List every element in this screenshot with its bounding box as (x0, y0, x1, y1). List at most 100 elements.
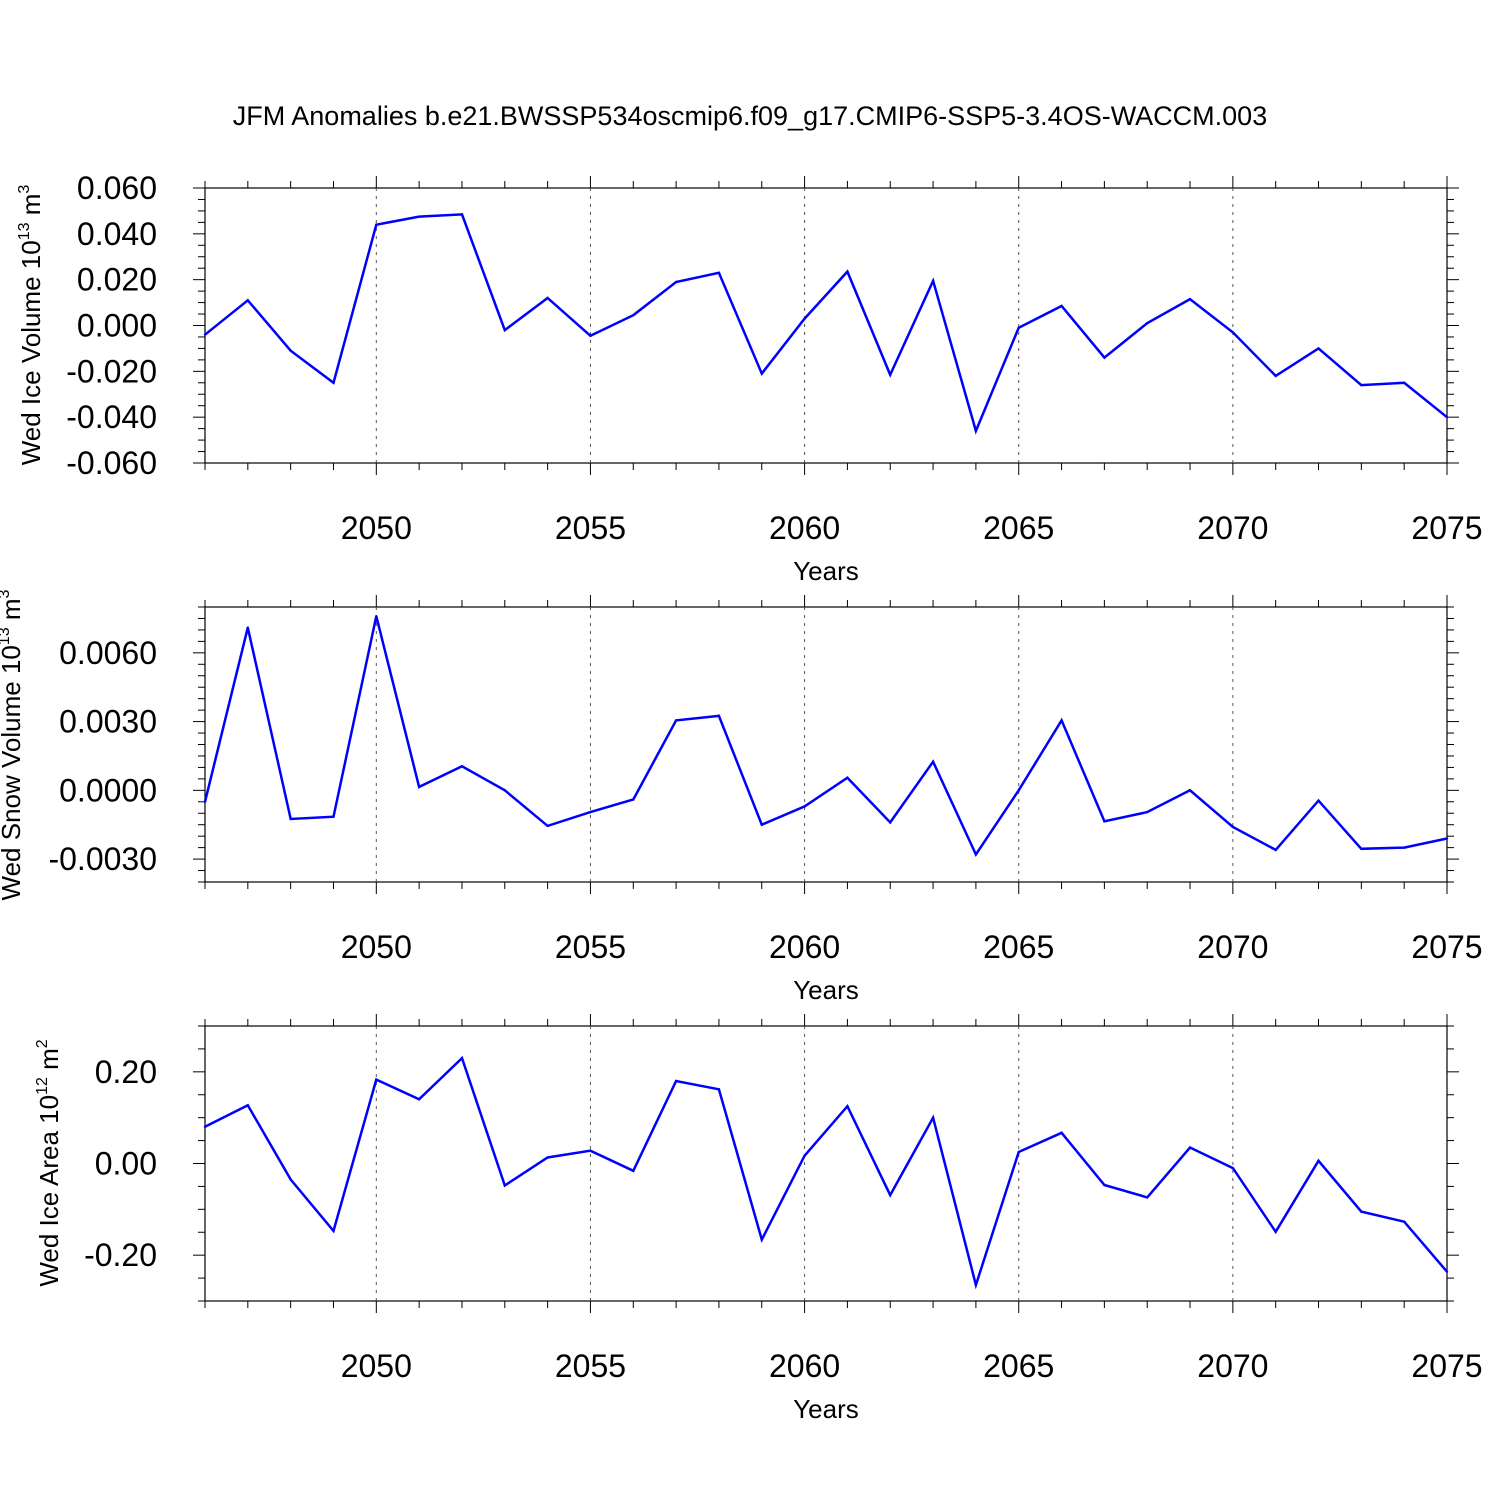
x-axis-label: Years (793, 975, 859, 1005)
data-point (931, 760, 935, 763)
y-tick-label: -0.20 (84, 1237, 157, 1273)
plot-frame (204, 1025, 1448, 1302)
data-point (417, 215, 421, 218)
data-point (1274, 848, 1277, 852)
data-point (760, 1238, 763, 1241)
data-point (1317, 347, 1320, 350)
data-point (246, 626, 250, 629)
data-point (674, 719, 678, 722)
data-point (546, 824, 549, 828)
data-point (503, 328, 506, 332)
x-axis-label: Years (793, 556, 859, 586)
x-tick-label: 2065 (983, 929, 1054, 965)
data-point (1060, 304, 1063, 308)
data-point (503, 1184, 506, 1187)
data-point (632, 1169, 635, 1173)
x-tick-label: 2065 (983, 510, 1054, 546)
panel-wed-ice-area: 0.20 0.00 -0.20 2050 2055 2060 2065 2070 2075 Yea… (34, 1014, 1483, 1424)
y-tick-label: 0.000 (77, 308, 157, 344)
data-point (460, 213, 464, 216)
data-point (203, 1125, 207, 1129)
data-point (1146, 322, 1149, 325)
data-point (1188, 789, 1192, 792)
x-axis-label: Years (793, 1394, 859, 1424)
data-point (417, 785, 421, 789)
data-point (1231, 1166, 1235, 1170)
y-tick-label: -0.060 (66, 445, 157, 481)
data-point (846, 270, 849, 273)
data-point (1231, 331, 1235, 334)
data-point (1188, 1146, 1192, 1149)
x-tick-label: 2075 (1411, 929, 1482, 965)
series-line (204, 213, 1448, 435)
x-tick-label: 2055 (555, 929, 626, 965)
data-point (1317, 1159, 1320, 1162)
data-point (1103, 1183, 1106, 1187)
data-point (289, 817, 292, 821)
data-point (1445, 415, 1449, 419)
data-point (589, 334, 592, 338)
data-point (1445, 837, 1449, 840)
data-point (417, 1098, 421, 1101)
y-tick-label: 0.0060 (59, 635, 157, 671)
data-point (375, 614, 378, 618)
y-tick-label: 0.020 (77, 262, 157, 298)
x-tick-label: 2050 (341, 510, 412, 546)
data-point (717, 714, 721, 718)
series-line (203, 615, 1448, 858)
data-point (803, 805, 806, 808)
y-tick-label: 0.20 (95, 1054, 157, 1090)
data-point (1360, 383, 1363, 387)
data-point (632, 313, 635, 317)
x-tick-label: 2050 (341, 1348, 412, 1384)
y-axis-label: Wed Ice Volume 1013 m3 (16, 185, 46, 466)
data-point (1146, 810, 1149, 814)
data-point (246, 299, 250, 302)
x-tick-label: 2070 (1197, 1348, 1268, 1384)
y-tick-label: 0.0000 (59, 772, 157, 808)
data-point (1402, 381, 1406, 384)
data-point (931, 279, 935, 283)
data-point (1103, 820, 1106, 823)
data-point (931, 1116, 935, 1119)
y-axis-label: Wed Ice Area 1012 m2 (34, 1039, 64, 1286)
data-point (717, 1088, 721, 1091)
panel-wed-ice-volume: 0.060 0.040 0.020 0.000 -0.020 -0.040 -0.060 20… (16, 170, 1483, 586)
data-point (1360, 847, 1363, 850)
data-point (1060, 719, 1063, 722)
y-tick-label: 0.00 (95, 1146, 157, 1182)
data-point (889, 373, 892, 376)
y-tick-label: -0.020 (66, 353, 157, 389)
data-point (332, 815, 335, 818)
plot-frame (204, 187, 1448, 464)
data-point (974, 853, 978, 856)
y-tick-label: 0.040 (77, 216, 157, 252)
y-tick-label: 0.0030 (59, 704, 157, 740)
data-point (1017, 1150, 1020, 1154)
data-point (289, 349, 292, 352)
x-tick-label: 2055 (555, 1348, 626, 1384)
data-point (1360, 1210, 1363, 1213)
data-point (332, 1229, 335, 1233)
x-tick-label: 2060 (769, 510, 840, 546)
panel-wed-snow-volume: 0.0060 0.0030 0.0000 -0.0030 2050 2055 2060 206… (0, 589, 1483, 1005)
data-point (803, 1154, 806, 1157)
data-point (974, 1283, 978, 1287)
data-point (589, 810, 592, 814)
data-point (1317, 799, 1320, 802)
data-point (1017, 789, 1020, 792)
data-point (1402, 846, 1406, 849)
data-point (289, 1178, 292, 1181)
data-point (1274, 1230, 1277, 1233)
data-point (503, 789, 506, 792)
x-tick-label: 2075 (1411, 510, 1482, 546)
y-tick-label: 0.060 (77, 170, 157, 206)
data-point (889, 1193, 892, 1197)
x-tick-label: 2060 (769, 929, 840, 965)
data-point (674, 280, 678, 284)
data-point (460, 765, 464, 768)
data-point (1060, 1131, 1063, 1134)
data-point (1146, 1196, 1149, 1199)
data-point (375, 1078, 378, 1081)
data-point (846, 776, 849, 779)
